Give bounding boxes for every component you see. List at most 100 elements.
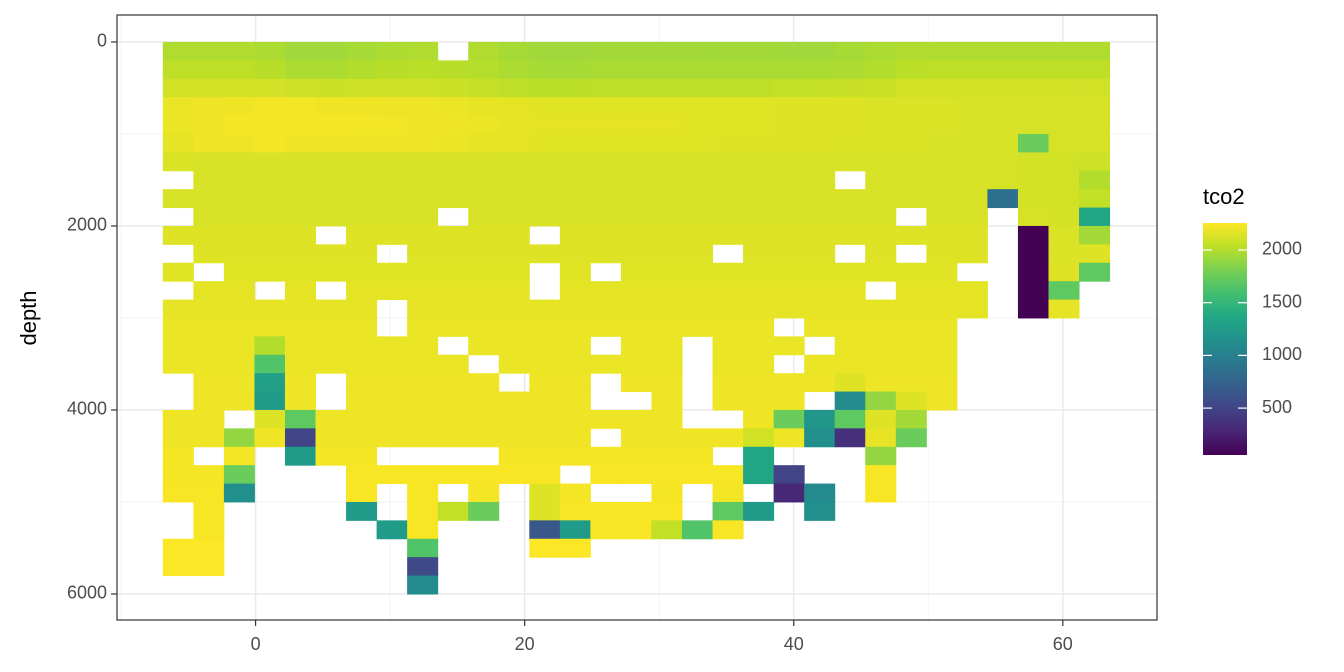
- tile: [651, 428, 683, 448]
- tile: [773, 409, 805, 429]
- tile: [956, 170, 988, 190]
- tile: [651, 281, 683, 301]
- tile: [712, 317, 744, 337]
- tile: [773, 133, 805, 153]
- tile: [498, 60, 530, 80]
- tile: [559, 446, 591, 466]
- tile: [529, 317, 561, 337]
- tile: [651, 189, 683, 209]
- tile: [468, 262, 500, 282]
- tile: [865, 78, 897, 98]
- tile: [529, 501, 561, 521]
- tile: [743, 428, 775, 448]
- tile: [346, 225, 378, 245]
- tile: [651, 299, 683, 319]
- tile: [254, 207, 286, 227]
- tile: [590, 501, 622, 521]
- tile: [834, 225, 866, 245]
- tile: [193, 336, 225, 356]
- tile: [223, 483, 255, 503]
- tile: [956, 299, 988, 319]
- tile: [651, 373, 683, 393]
- tile: [865, 446, 897, 466]
- tile: [926, 391, 958, 411]
- tile: [712, 78, 744, 98]
- tile: [193, 225, 225, 245]
- tile: [834, 391, 866, 411]
- tile: [529, 538, 561, 558]
- tile: [376, 207, 408, 227]
- tile: [559, 207, 591, 227]
- tile: [590, 354, 622, 374]
- tile: [712, 133, 744, 153]
- tile: [956, 97, 988, 117]
- tile: [407, 483, 439, 503]
- tile: [315, 336, 347, 356]
- tile: [193, 244, 225, 264]
- tile: [193, 281, 225, 301]
- tile: [1017, 133, 1049, 153]
- tile: [1048, 41, 1080, 61]
- tile: [437, 115, 469, 135]
- tile: [1079, 152, 1111, 172]
- tile: [529, 409, 561, 429]
- tile: [254, 299, 286, 319]
- tile: [834, 78, 866, 98]
- tile: [193, 78, 225, 98]
- tile: [498, 317, 530, 337]
- tile: [895, 299, 927, 319]
- y-tick-label: 6000: [67, 583, 107, 603]
- tile: [559, 262, 591, 282]
- tile: [682, 225, 714, 245]
- tile: [804, 373, 836, 393]
- tile: [834, 317, 866, 337]
- tile: [712, 115, 744, 135]
- tile: [559, 41, 591, 61]
- tile: [804, 281, 836, 301]
- tile: [437, 354, 469, 374]
- tile: [651, 225, 683, 245]
- tile: [773, 244, 805, 264]
- tile: [376, 465, 408, 485]
- tile: [743, 244, 775, 264]
- tile: [407, 170, 439, 190]
- tile: [437, 501, 469, 521]
- tile: [498, 115, 530, 135]
- tile: [895, 281, 927, 301]
- tile: [284, 409, 317, 429]
- tile: [254, 262, 286, 282]
- tile: [865, 336, 897, 356]
- tile: [284, 281, 317, 301]
- tile: [437, 189, 469, 209]
- tile: [254, 115, 286, 135]
- tile: [956, 78, 988, 98]
- tile: [926, 41, 958, 61]
- tile: [346, 446, 378, 466]
- tile: [407, 501, 439, 521]
- tile: [743, 225, 775, 245]
- tile: [712, 299, 744, 319]
- tile: [773, 78, 805, 98]
- tile: [1017, 189, 1049, 209]
- tile: [1079, 170, 1111, 190]
- tile: [895, 428, 927, 448]
- tile: [590, 189, 622, 209]
- tile: [315, 152, 347, 172]
- tile: [895, 336, 927, 356]
- tile: [834, 428, 866, 448]
- tile: [682, 78, 714, 98]
- tile: [559, 97, 591, 117]
- tile: [193, 409, 225, 429]
- tile: [284, 373, 317, 393]
- tile: [712, 391, 744, 411]
- tile: [865, 189, 897, 209]
- tile: [926, 262, 958, 282]
- tile: [620, 170, 652, 190]
- tile: [407, 354, 439, 374]
- tile: [1079, 189, 1111, 209]
- tile: [956, 41, 988, 61]
- tile: [804, 317, 836, 337]
- tile: [559, 244, 591, 264]
- tile: [193, 483, 225, 503]
- tile: [437, 299, 469, 319]
